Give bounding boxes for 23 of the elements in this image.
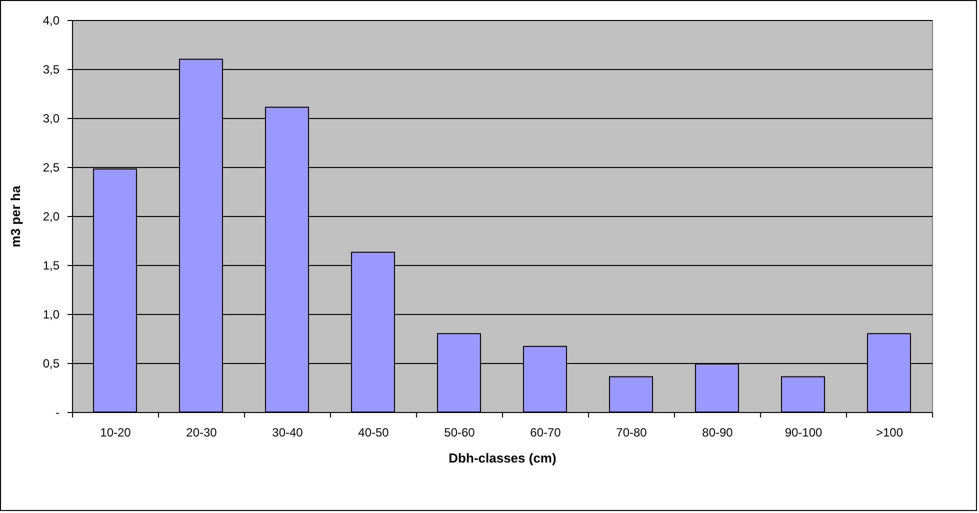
x-tick-label: 40-50 [358,426,390,440]
y-tick-label: 3,0 [42,112,60,126]
bar [781,376,825,412]
y-tick-label: 4,0 [42,14,60,28]
x-tick-label: 50-60 [444,426,476,440]
x-tick-label: 60-70 [530,426,562,440]
bar [609,376,653,412]
y-tick-label: 1,0 [42,308,60,322]
y-tick-label: 3,5 [42,62,60,76]
x-tick-label: 70-80 [616,426,648,440]
x-tick-label: >100 [876,426,904,440]
x-tick-label: 80-90 [702,426,734,440]
y-tick-label: 2,5 [42,160,60,174]
x-tick-label: 10-20 [100,426,132,440]
y-tick-label: - [56,406,60,420]
y-tick-label: 2,0 [42,210,60,224]
x-axis-title: Dbh-classes (cm) [448,450,556,466]
x-tick-label: 30-40 [272,426,304,440]
y-tick-label: 0,5 [42,356,60,370]
y-axis-title: m3 per ha [8,185,23,248]
y-tick-label: 1,5 [42,258,60,272]
x-tick-label: 20-30 [186,426,218,440]
x-tick-label: 90-100 [784,426,823,440]
